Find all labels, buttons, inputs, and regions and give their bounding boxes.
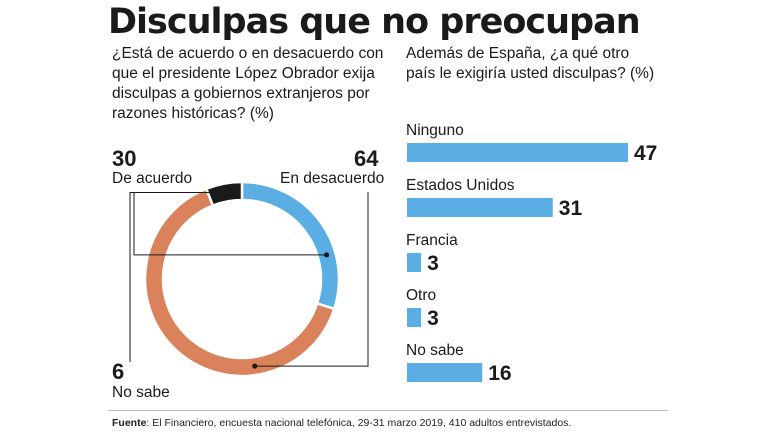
source-note: Fuente: El Financiero, encuesta nacional… [112,417,571,429]
bar-value-ninguno: 47 [634,142,657,165]
nosabe-value: 6 [112,359,125,384]
bar-estados-unidos [407,198,553,217]
slice-de-acuerdo [240,180,341,311]
left-question: ¿Está de acuerdo o en desacuerdo con que… [112,44,402,124]
bar-value-estados-unidos: 31 [559,197,583,220]
left-question-line: que el presidente López Obrador exija [112,65,375,82]
donut-chart [129,180,369,378]
right-question-line: país le exigiría usted disculpas? (%) [406,65,655,82]
source-text: : El Financiero, encuesta nacional telef… [146,417,572,429]
leader-no-sabe [129,192,226,362]
bar-otro [407,308,422,327]
nosabe-label: No sabe [112,384,170,401]
bar-category-ninguno: Ninguno [406,122,464,139]
left-question-line: razones históricas? (%) [112,105,274,122]
left-question-line: ¿Está de acuerdo o en desacuerdo con [112,45,384,62]
leader-de-acuerdo [133,192,327,256]
page-title: Disculpas que no preocupan [108,2,641,42]
leader-en-desacuerdo [254,192,369,367]
bar-value-francia: 3 [427,252,439,275]
desacuerdo-value: 64 [354,146,379,171]
source-label: Fuente [112,417,147,429]
bar-chart: Ninguno 47 Estados Unidos 31 Francia 3 Otro 3 No… [406,122,657,385]
acuerdo-label: De acuerdo [112,170,193,187]
leader-en-desacuerdo-dot [252,363,258,369]
leader-de-acuerdo-dot [324,252,330,258]
bar-category-no-sabe: No sabe [406,342,464,359]
bar-value-otro: 3 [427,307,439,330]
bar-category-otro: Otro [406,287,436,304]
desacuerdo-label: En desacuerdo [280,170,385,187]
left-question-line: disculpas a gobiernos extranjeros por [112,85,370,102]
bar-value-no-sabe: 16 [488,362,511,385]
slice-en-desacuerdo [143,187,336,378]
acuerdo-value: 30 [112,146,137,171]
bar-ninguno [407,143,628,162]
right-question-line: Además de España, ¿a qué otro [406,45,630,62]
bar-francia [407,253,422,272]
right-question: Además de España, ¿a qué otro país le ex… [406,44,696,84]
bar-category-francia: Francia [406,232,458,249]
source-divider [108,410,668,411]
bar-category-estados-unidos: Estados Unidos [406,177,515,194]
bar-no-sabe [407,363,483,382]
leader-no-sabe-dot [222,189,229,196]
